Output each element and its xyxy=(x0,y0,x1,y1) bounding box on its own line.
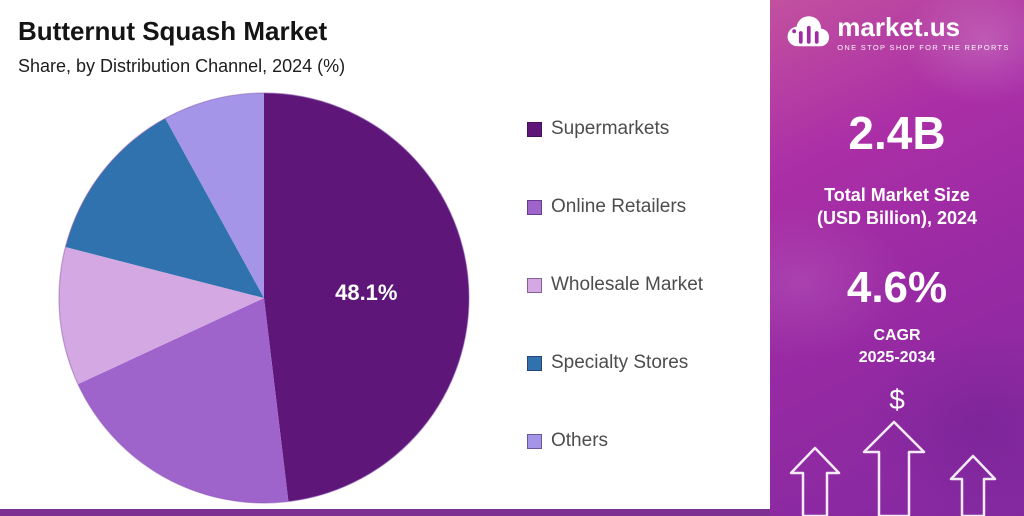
chart-panel: Butternut Squash Market Share, by Distri… xyxy=(18,16,704,504)
legend-swatch xyxy=(527,121,542,137)
market-size-value: 2.4B xyxy=(848,107,946,159)
legend-label: Specialty Stores xyxy=(551,352,689,373)
legend-label: Wholesale Market xyxy=(551,274,704,295)
legend-item-others: Others xyxy=(527,430,703,452)
brand-name: market.us xyxy=(837,12,961,42)
pie-slice-specialty-stores xyxy=(65,118,264,298)
chart-header: Butternut Squash Market Share, by Distri… xyxy=(18,16,345,77)
page-title: Butternut Squash Market xyxy=(18,16,328,46)
cagr-value: 4.6% xyxy=(846,262,948,312)
legend-swatch xyxy=(527,199,542,215)
stats-panel: market.us ONE STOP SHOP FOR THE REPORTS … xyxy=(770,0,1024,516)
market-size-label-line2: (USD Billion), 2024 xyxy=(816,208,978,229)
market-size-label-line1: Total Market Size xyxy=(824,185,970,205)
stats-panel-content: market.us ONE STOP SHOP FOR THE REPORTS … xyxy=(770,0,1024,516)
cagr-label: CAGR 2025-2034 xyxy=(859,325,936,370)
brand-logo: market.us ONE STOP SHOP FOR THE REPORTS xyxy=(784,14,1009,52)
brand-tagline: ONE STOP SHOP FOR THE REPORTS xyxy=(837,43,1010,52)
legend-label: Others xyxy=(551,430,609,451)
page-subtitle: Share, by Distribution Channel, 2024 (%) xyxy=(18,56,346,76)
bottom-accent-strip xyxy=(0,509,770,516)
market-us-logo-icon xyxy=(787,16,830,47)
growth-arrows-icon xyxy=(789,420,997,516)
legend-item-specialty-stores: Specialty Stores xyxy=(527,352,703,374)
dollar-icon: $ xyxy=(889,384,905,415)
legend-swatch xyxy=(527,433,542,449)
market-size-label: Total Market Size (USD Billion), 2024 xyxy=(817,184,977,231)
legend-item-supermarkets: Supermarkets xyxy=(527,118,703,140)
cagr-label-line1: CAGR xyxy=(873,326,921,344)
growth-arrow-middle-icon xyxy=(862,420,926,516)
cagr-label-line2: 2025-2034 xyxy=(858,349,936,367)
pie-slice-wholesale-market xyxy=(59,247,264,385)
growth-arrow-right-icon xyxy=(949,454,997,516)
pie-outline xyxy=(58,92,470,504)
chart-legend: Supermarkets Online Retailers Wholesale Ma… xyxy=(527,118,703,452)
pie-chart: 48.1% xyxy=(58,92,470,504)
brand-logo-text: market.us ONE STOP SHOP FOR THE REPORTS xyxy=(837,14,1009,52)
pie-slice-supermarkets xyxy=(264,93,469,502)
legend-label: Online Retailers xyxy=(551,196,687,217)
growth-arrow-left-icon xyxy=(789,446,841,516)
legend-item-wholesale-market: Wholesale Market xyxy=(527,274,703,296)
pie-slice-online-retailers xyxy=(77,298,289,503)
pie-slice-others xyxy=(165,93,264,298)
legend-item-online-retailers: Online Retailers xyxy=(527,196,703,218)
legend-swatch xyxy=(527,277,542,293)
pie-slice-value-label: 48.1% xyxy=(335,280,397,305)
legend-swatch xyxy=(527,355,542,371)
legend-label: Supermarkets xyxy=(551,118,670,139)
